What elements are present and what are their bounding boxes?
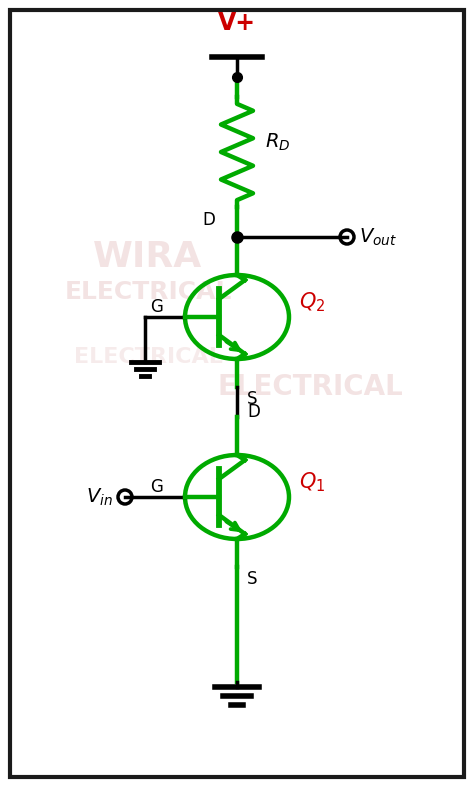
Text: ELECTRICAL: ELECTRICAL [73, 347, 222, 367]
Text: D: D [202, 211, 215, 229]
Text: $R_D$: $R_D$ [265, 131, 291, 153]
Text: ELECTRICAL: ELECTRICAL [217, 373, 403, 401]
Text: $V_{out}$: $V_{out}$ [359, 227, 397, 248]
Text: S: S [247, 390, 257, 408]
Text: V+: V+ [218, 11, 256, 35]
Text: G: G [150, 298, 163, 316]
Text: $Q_2$: $Q_2$ [299, 290, 325, 314]
Text: D: D [247, 403, 260, 421]
Text: WIRA: WIRA [93, 240, 202, 274]
Text: $V_{in}$: $V_{in}$ [86, 486, 113, 508]
Text: $Q_1$: $Q_1$ [299, 470, 325, 493]
Text: G: G [150, 478, 163, 496]
Text: ELECTRICAL: ELECTRICAL [64, 280, 232, 304]
Text: S: S [247, 570, 257, 588]
